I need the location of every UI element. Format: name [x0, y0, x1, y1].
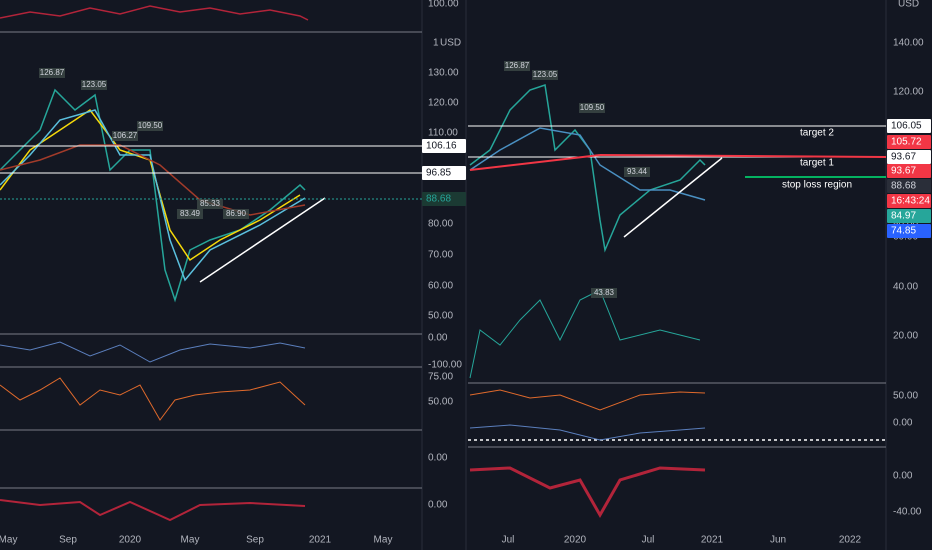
- point-label-box: [39, 68, 65, 78]
- point-label-box: [504, 61, 530, 71]
- point-label-box: [112, 131, 138, 141]
- price-tag-label: 88.68: [891, 181, 916, 192]
- axis-label: 1: [433, 38, 439, 49]
- axis-label: 120.00: [428, 98, 459, 109]
- price-tag-label: 88.68: [426, 194, 451, 205]
- axis-label: 50.00: [428, 311, 453, 322]
- axis-label: 0.00: [893, 418, 913, 429]
- annotation: target 2: [800, 128, 834, 139]
- point-label-box: [177, 209, 203, 219]
- point-label: 93.44: [627, 167, 648, 176]
- point-label-box: [137, 121, 163, 131]
- axis-label: 100.00: [428, 0, 459, 10]
- point-label-box: [579, 103, 605, 113]
- axis-label: 0.00: [428, 333, 448, 344]
- price-tag-label: 106.05: [891, 121, 922, 132]
- price-tag: [887, 194, 931, 208]
- axis-label: 120.00: [893, 87, 924, 98]
- time-label: Sep: [246, 535, 264, 546]
- price-tag: [887, 150, 931, 164]
- axis-label: 0.00: [893, 471, 913, 482]
- point-label: 43.83: [594, 288, 615, 297]
- price-tag-label: 16:43:24: [891, 196, 930, 207]
- point-label-box: [532, 70, 558, 80]
- point-label-box: [591, 288, 617, 298]
- point-label-box: [81, 80, 107, 90]
- price-tag-label: 93.67: [891, 152, 916, 163]
- time-label: 2020: [119, 535, 142, 546]
- price-tag: [887, 209, 931, 223]
- point-label: 109.50: [138, 121, 163, 130]
- time-label: 2022: [839, 535, 862, 546]
- time-label: May: [0, 535, 17, 546]
- axis-label: 140.00: [893, 38, 924, 49]
- annotation: stop loss region: [782, 180, 852, 191]
- axis-label: 0.00: [428, 453, 448, 464]
- point-label: 86.90: [226, 209, 247, 218]
- price-tag: [887, 224, 931, 238]
- axis-label: 75.00: [428, 372, 453, 383]
- price-tag: [887, 135, 931, 149]
- axis-label: 60.00: [428, 281, 453, 292]
- axis-label: 70.00: [428, 250, 453, 261]
- price-tag: [422, 192, 466, 206]
- time-label: 2021: [309, 535, 332, 546]
- price-tag: [887, 119, 931, 133]
- time-label: Sep: [59, 535, 77, 546]
- dividers: [0, 0, 887, 550]
- axis-label: -40.00: [893, 507, 922, 518]
- axis-label: 0.00: [428, 500, 448, 511]
- annotation: target 1: [800, 158, 834, 169]
- price-tag-label: 93.67: [891, 166, 916, 177]
- point-label: 123.05: [533, 70, 558, 79]
- point-label-box: [624, 167, 650, 177]
- point-label-box: [197, 199, 223, 209]
- price-tag-label: 105.72: [891, 137, 922, 148]
- axis-label: USD: [898, 0, 919, 10]
- point-label: 85.33: [200, 199, 221, 208]
- time-label: May: [374, 535, 393, 546]
- time-label: Jun: [770, 535, 786, 546]
- axis-label: 130.00: [428, 68, 459, 79]
- axis-label: USD: [440, 38, 461, 49]
- point-label: 123.05: [82, 80, 107, 89]
- time-label: Jul: [502, 535, 515, 546]
- point-label: 83.49: [180, 209, 201, 218]
- price-tag: [887, 179, 931, 193]
- price-tag: [887, 164, 931, 178]
- time-label: 2021: [701, 535, 724, 546]
- axis-label: 80.00: [428, 219, 453, 230]
- time-label: Jul: [642, 535, 655, 546]
- point-label: 109.50: [580, 103, 605, 112]
- price-series: [0, 5, 887, 522]
- price-tag: [422, 166, 466, 180]
- price-tag-label: 74.85: [891, 226, 916, 237]
- time-label: 2020: [564, 535, 587, 546]
- axis-label: 50.00: [428, 397, 453, 408]
- point-label: 106.27: [113, 131, 138, 140]
- price-tag-label: 106.16: [426, 141, 457, 152]
- axis-label: -100.00: [428, 360, 462, 371]
- time-label: May: [181, 535, 200, 546]
- axis-label: 110.00: [428, 128, 458, 139]
- price-tag: [422, 139, 466, 153]
- axis-label: 50.00: [893, 391, 918, 402]
- point-label: 126.87: [505, 61, 530, 70]
- price-tag-label: 96.85: [426, 168, 451, 179]
- price-tag-label: 84.97: [891, 211, 916, 222]
- point-label: 126.87: [40, 68, 65, 77]
- axis-label: 40.00: [893, 282, 918, 293]
- axis-label: 20.00: [893, 331, 918, 342]
- point-label-box: [223, 209, 249, 219]
